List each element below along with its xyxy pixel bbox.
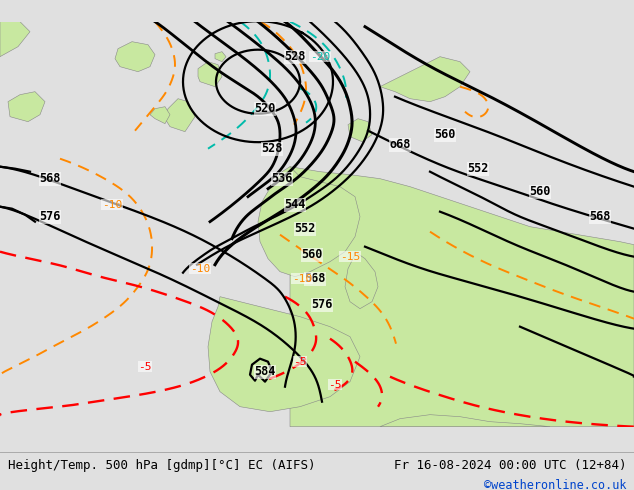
Text: -10: -10 [190,264,210,274]
Polygon shape [115,42,155,72]
Text: -5: -5 [294,357,307,367]
Polygon shape [348,119,372,142]
Text: Height/Temp. 500 hPa [gdmp][°C] EC (AIFS): Height/Temp. 500 hPa [gdmp][°C] EC (AIFS… [8,459,315,472]
Text: -10: -10 [292,274,312,284]
Text: -5: -5 [138,362,152,372]
Text: 536: 536 [271,172,293,185]
Text: 568: 568 [590,210,611,223]
Text: 576: 576 [39,210,61,223]
Text: 576: 576 [311,298,333,311]
Polygon shape [0,22,30,57]
Text: 544: 544 [284,198,306,211]
Polygon shape [198,62,222,87]
Polygon shape [380,415,550,427]
Text: 552: 552 [467,162,489,175]
Text: 560: 560 [434,128,456,141]
Polygon shape [8,92,45,122]
Text: 528: 528 [261,142,283,155]
Text: 560: 560 [529,185,551,198]
Text: 568: 568 [39,172,61,185]
Text: -15: -15 [340,252,360,262]
Text: 584: 584 [254,365,276,378]
Text: ©weatheronline.co.uk: ©weatheronline.co.uk [484,479,626,490]
Text: o68: o68 [389,138,411,151]
Text: 560: 560 [301,248,323,261]
Text: -20: -20 [310,51,330,62]
Polygon shape [258,167,360,277]
Text: 552: 552 [294,222,316,235]
Text: 520: 520 [254,102,276,115]
Polygon shape [380,57,470,102]
Polygon shape [215,51,226,62]
Polygon shape [208,296,360,412]
Polygon shape [345,252,378,309]
Polygon shape [150,107,170,123]
Text: 528: 528 [284,50,306,63]
Polygon shape [165,98,195,132]
Text: -10: -10 [102,200,122,210]
Polygon shape [290,167,634,427]
Text: 568: 568 [304,272,326,285]
Text: Fr 16-08-2024 00:00 UTC (12+84): Fr 16-08-2024 00:00 UTC (12+84) [394,459,626,472]
Text: -5: -5 [328,380,342,390]
